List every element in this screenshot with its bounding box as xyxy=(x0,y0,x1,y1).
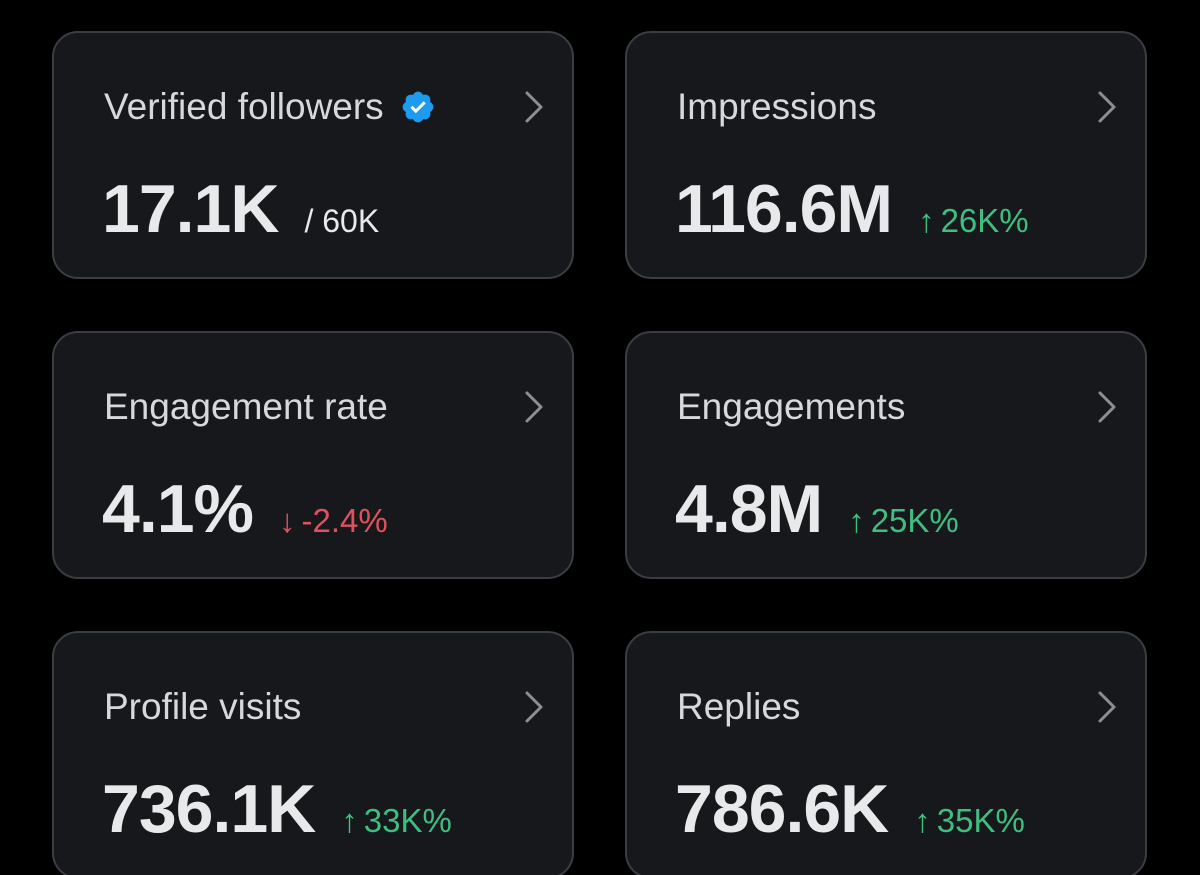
verified-badge-icon xyxy=(402,91,434,123)
card-verified-followers[interactable]: Verified followers 17.1K / 60K xyxy=(52,31,574,279)
card-value: 116.6M xyxy=(675,171,893,247)
card-value: 17.1K xyxy=(102,171,279,247)
card-value-row: 116.6M ↑ 26K% xyxy=(675,169,1029,249)
chevron-right-icon xyxy=(525,691,543,723)
change-indicator: ↑ 26K% xyxy=(918,201,1029,241)
card-replies[interactable]: Replies 786.6K ↑ 35K% xyxy=(625,631,1147,875)
chevron-right-icon xyxy=(525,391,543,423)
change-indicator: ↓ -2.4% xyxy=(279,501,388,541)
change-value: -2.4% xyxy=(301,502,388,539)
chevron-right-icon xyxy=(1098,91,1116,123)
change-value: 25K% xyxy=(870,502,959,539)
chevron-right-icon xyxy=(1098,391,1116,423)
card-title-text: Profile visits xyxy=(104,686,302,727)
card-value-row: 17.1K / 60K xyxy=(102,169,379,249)
card-title: Verified followers xyxy=(104,85,436,129)
card-value-row: 4.8M ↑ 25K% xyxy=(675,469,959,549)
card-impressions[interactable]: Impressions 116.6M ↑ 26K% xyxy=(625,31,1147,279)
card-sub-value: / 60K xyxy=(304,203,380,239)
card-title: Profile visits xyxy=(104,685,301,729)
change-indicator: ↑ 25K% xyxy=(848,501,959,541)
card-value-row: 786.6K ↑ 35K% xyxy=(675,769,1025,849)
arrow-up-icon: ↑ xyxy=(918,202,935,239)
arrow-up-icon: ↑ xyxy=(341,802,358,839)
card-title-text: Impressions xyxy=(677,86,877,127)
card-title-text: Engagements xyxy=(677,386,906,427)
card-value: 736.1K xyxy=(102,771,316,847)
card-title: Replies xyxy=(677,685,800,729)
card-profile-visits[interactable]: Profile visits 736.1K ↑ 33K% xyxy=(52,631,574,875)
card-value: 786.6K xyxy=(675,771,889,847)
change-value: 33K% xyxy=(363,802,452,839)
change-value: 26K% xyxy=(940,202,1029,239)
card-value-row: 4.1% ↓ -2.4% xyxy=(102,469,388,549)
card-value: 4.1% xyxy=(102,471,254,547)
chevron-right-icon xyxy=(1098,691,1116,723)
change-indicator: ↑ 33K% xyxy=(341,801,452,841)
arrow-down-icon: ↓ xyxy=(279,502,296,539)
card-title-text: Replies xyxy=(677,686,801,727)
arrow-up-icon: ↑ xyxy=(914,802,931,839)
card-title-text: Verified followers xyxy=(104,86,384,127)
change-indicator: ↑ 35K% xyxy=(914,801,1025,841)
card-title: Engagement rate xyxy=(104,385,388,429)
arrow-up-icon: ↑ xyxy=(848,502,865,539)
card-value: 4.8M xyxy=(675,471,823,547)
card-engagements[interactable]: Engagements 4.8M ↑ 25K% xyxy=(625,331,1147,579)
card-engagement-rate[interactable]: Engagement rate 4.1% ↓ -2.4% xyxy=(52,331,574,579)
card-title: Engagements xyxy=(677,385,905,429)
card-value-row: 736.1K ↑ 33K% xyxy=(102,769,452,849)
card-title: Impressions xyxy=(677,85,876,129)
chevron-right-icon xyxy=(525,91,543,123)
card-title-text: Engagement rate xyxy=(104,386,388,427)
change-value: 35K% xyxy=(936,802,1025,839)
